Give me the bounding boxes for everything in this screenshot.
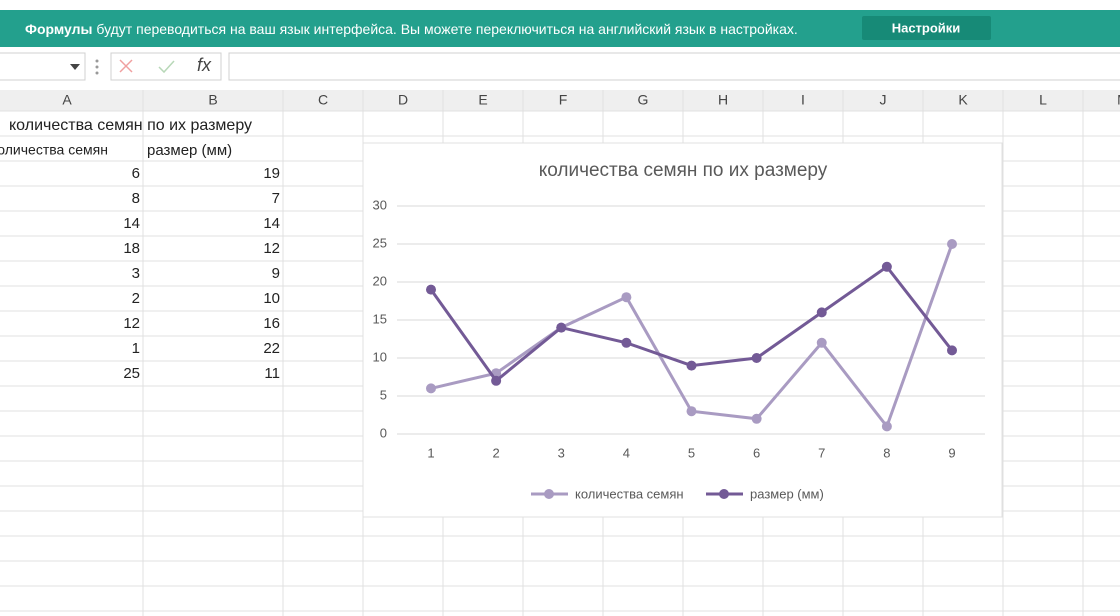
x-tick-label: 5 [688, 445, 695, 460]
cell-value: 14 [263, 215, 280, 232]
column-header: G [638, 92, 649, 108]
cell-value: 12 [263, 240, 280, 257]
legend-marker [719, 489, 729, 499]
x-tick-label: 3 [558, 445, 565, 460]
data-point [491, 375, 502, 386]
name-box[interactable] [0, 52, 86, 81]
settings-button-label[interactable]: Настройки [892, 20, 961, 35]
cell-value: 9 [272, 265, 280, 282]
cell-title: количества семян по их размеру [9, 117, 252, 134]
fx-icon[interactable]: fx [197, 55, 212, 75]
column-header: D [398, 92, 408, 108]
cell-value: 10 [263, 290, 280, 307]
x-tick-label: 8 [883, 445, 890, 460]
cell-value: 19 [263, 165, 280, 182]
column-header: C [318, 92, 328, 108]
chart-title: количества семян по их размеру [539, 160, 828, 181]
cell-header: количества семян [0, 142, 108, 158]
x-tick-label: 6 [753, 445, 760, 460]
cell-value: 18 [123, 240, 140, 257]
formula-input[interactable] [228, 52, 1120, 81]
y-tick-label: 15 [373, 311, 387, 326]
data-point [426, 383, 436, 394]
column-header: E [478, 92, 487, 108]
column-header: H [718, 92, 728, 108]
data-point [556, 322, 567, 333]
column-header: K [958, 92, 968, 108]
x-tick-label: 7 [818, 445, 825, 460]
cell-value: 3 [132, 265, 140, 282]
cell-value: 8 [132, 190, 140, 207]
x-tick-label: 4 [623, 445, 630, 460]
data-point [426, 284, 436, 295]
data-point [881, 261, 892, 272]
data-point [751, 353, 762, 363]
data-point [621, 292, 632, 303]
data-point [686, 406, 697, 417]
legend-label: размер (мм) [750, 486, 824, 501]
confirm-icon[interactable] [158, 60, 175, 74]
column-header: A [62, 92, 72, 108]
column-header: L [1039, 92, 1047, 108]
settings-button[interactable] [862, 16, 991, 40]
dropdown-arrow [70, 64, 80, 70]
cell-value: 25 [123, 365, 140, 382]
separator-dots [95, 59, 99, 75]
data-point [947, 239, 957, 249]
data-point [816, 337, 827, 348]
banner-text: Формулы будут переводиться на ваш язык и… [25, 21, 798, 37]
chart-area [362, 142, 1003, 518]
y-tick-label: 0 [380, 425, 387, 440]
y-tick-label: 25 [373, 235, 387, 250]
y-tick-label: 5 [380, 387, 387, 402]
cell-value: 6 [132, 165, 140, 182]
x-tick-label: 1 [427, 445, 434, 460]
x-tick-label: 9 [948, 445, 955, 460]
data-point [621, 337, 632, 348]
legend-label: количества семян [575, 486, 684, 501]
banner-message: будут переводиться на ваш язык интерфейс… [96, 21, 797, 37]
data-point [686, 360, 697, 371]
column-header: I [801, 92, 805, 108]
formula-buttons [110, 52, 222, 81]
legend-marker [544, 489, 554, 499]
column-header: B [208, 92, 217, 108]
cell-header: размер (мм) [147, 142, 232, 159]
column-header: F [559, 92, 568, 108]
data-point [816, 307, 827, 318]
cell-value: 11 [264, 365, 280, 382]
column-header: J [880, 92, 887, 108]
data-point [947, 345, 957, 356]
data-point [881, 421, 892, 432]
cell-value: 14 [123, 215, 140, 232]
cell-value: 22 [263, 340, 280, 357]
cell-value: 12 [123, 315, 140, 332]
column-header-bar [0, 90, 1120, 111]
data-point [751, 413, 762, 424]
y-tick-label: 10 [373, 349, 387, 364]
banner-bold: Формулы [25, 21, 93, 37]
cancel-icon[interactable] [119, 59, 133, 73]
cell-value: 1 [132, 340, 140, 357]
y-tick-label: 30 [373, 197, 387, 212]
cell-value: 16 [263, 315, 280, 332]
cell-value: 2 [132, 290, 140, 307]
column-header: M [1117, 92, 1120, 108]
y-tick-label: 20 [373, 273, 387, 288]
x-tick-label: 2 [493, 445, 500, 460]
cell-value: 7 [272, 190, 280, 207]
